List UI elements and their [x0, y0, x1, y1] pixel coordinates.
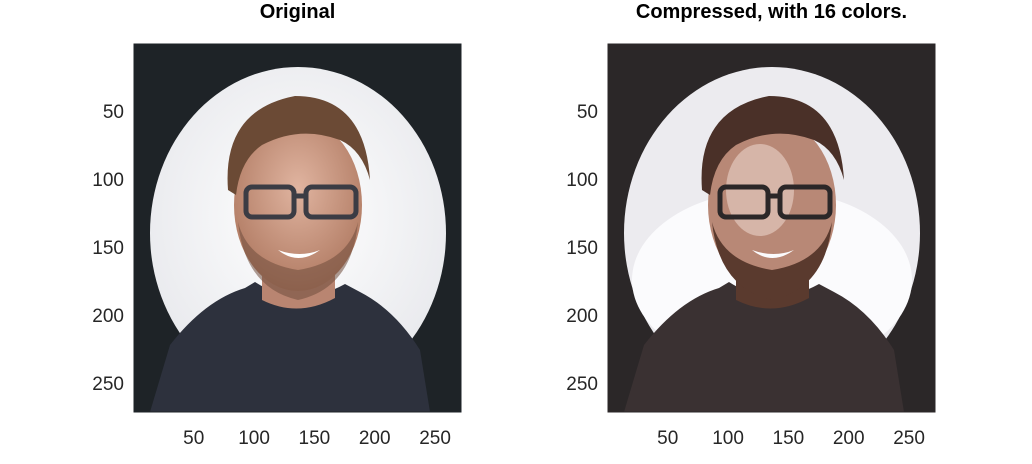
- beard: [238, 222, 358, 300]
- glasses: [243, 184, 359, 220]
- shirt: [624, 282, 904, 412]
- y-tick-label: 100: [92, 170, 124, 191]
- glasses: [717, 184, 833, 220]
- x-tick-label: 50: [183, 428, 204, 449]
- shirt: [150, 282, 430, 412]
- smile: [752, 250, 794, 258]
- face: [234, 119, 362, 291]
- y-tick-label: 50: [577, 102, 598, 123]
- x-tick-label: 150: [299, 428, 331, 449]
- smile: [278, 250, 320, 258]
- x-tick-label: 200: [359, 428, 391, 449]
- x-tick-label: 250: [893, 428, 925, 449]
- x-tick-label: 250: [419, 428, 451, 449]
- y-tick-label: 100: [566, 170, 598, 191]
- axes-compressed: Compressed, with 16 colors.: [566, 1, 936, 449]
- chart-title-original: Original: [260, 1, 336, 23]
- face-highlight: [726, 144, 794, 236]
- x-tick-label: 50: [657, 428, 678, 449]
- x-tick-label: 100: [238, 428, 270, 449]
- ticks-original: 50 100 150 200 250 50 100 150 200 250: [92, 102, 451, 449]
- image-compressed: [608, 44, 935, 412]
- axes-box-original: [133, 43, 462, 413]
- beard: [712, 222, 832, 300]
- y-tick-label: 250: [92, 374, 124, 395]
- y-tick-label: 200: [566, 306, 598, 327]
- hair: [227, 96, 370, 195]
- y-tick-label: 250: [566, 374, 598, 395]
- y-tick-label: 150: [566, 238, 598, 259]
- hair: [701, 96, 844, 195]
- ticks-compressed: 50 100 150 200 250 50 100 150 200 250: [566, 102, 925, 449]
- x-tick-label: 200: [833, 428, 865, 449]
- image-original: [134, 44, 461, 412]
- chart-title-compressed: Compressed, with 16 colors.: [636, 1, 907, 23]
- axes-box-compressed: [607, 43, 936, 413]
- x-tick-label: 150: [773, 428, 805, 449]
- y-tick-label: 50: [103, 102, 124, 123]
- y-tick-label: 200: [92, 306, 124, 327]
- x-tick-label: 100: [712, 428, 744, 449]
- y-tick-label: 150: [92, 238, 124, 259]
